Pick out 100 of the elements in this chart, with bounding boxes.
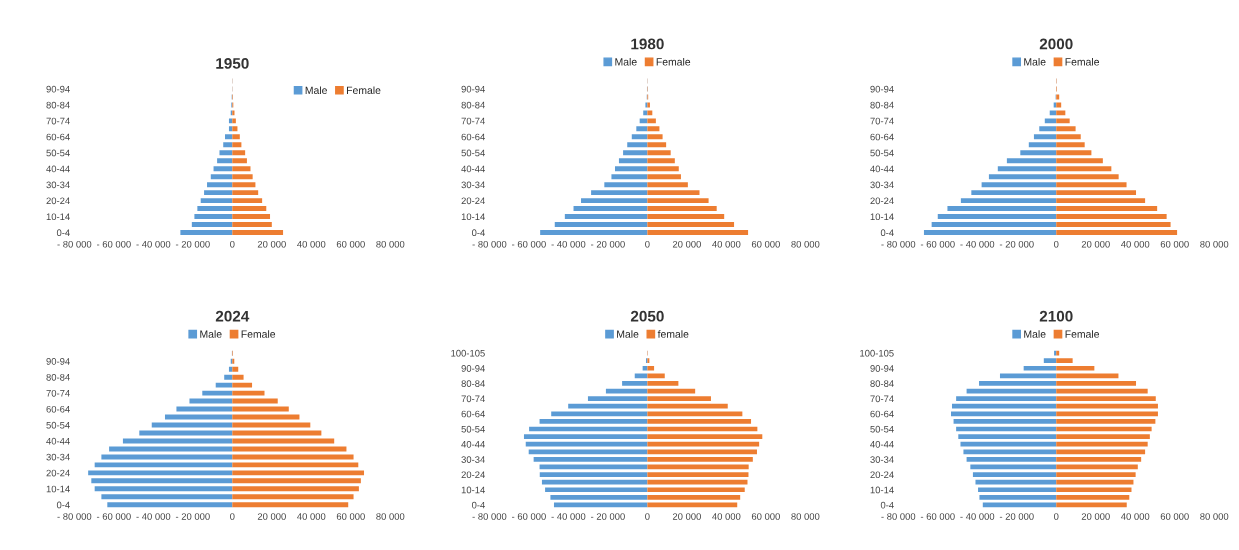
x-tick-label: 60 000 bbox=[1160, 513, 1189, 520]
legend-label: female bbox=[657, 330, 689, 338]
x-tick-label: - 80 000 bbox=[472, 513, 507, 520]
x-tick-label: 0 bbox=[645, 240, 650, 248]
chart-title: 2024 bbox=[215, 310, 250, 322]
y-tick-label: 10-14 bbox=[46, 213, 70, 221]
y-tick-label: 0-4 bbox=[56, 229, 70, 237]
y-tick-label: 50-54 bbox=[870, 425, 894, 433]
y-tick-label: 80-84 bbox=[461, 101, 485, 109]
y-tick-label: 10-14 bbox=[461, 213, 485, 221]
legend-label: Male bbox=[1024, 57, 1046, 66]
chart-title: 2050 bbox=[630, 310, 664, 322]
y-tick-label: 90-94 bbox=[461, 365, 485, 372]
y-tick-label: 90-94 bbox=[870, 365, 894, 372]
x-tick-label: 0 bbox=[1053, 240, 1059, 248]
y-tick-label: 70-74 bbox=[870, 395, 894, 403]
y-tick-label: 50-54 bbox=[461, 425, 485, 433]
y-tick-label: 80-84 bbox=[46, 373, 70, 381]
chart-title: 2100 bbox=[1039, 310, 1073, 322]
x-tick-label: 20 000 bbox=[672, 513, 701, 520]
y-tick-label: 60-64 bbox=[461, 133, 485, 141]
y-tick-label: 90-94 bbox=[461, 85, 485, 93]
x-tick-label: 0 bbox=[230, 513, 235, 520]
chart-title: 1950 bbox=[216, 58, 249, 69]
x-tick-label: 0 bbox=[1053, 513, 1059, 520]
legend-label: Female bbox=[656, 57, 691, 66]
legend-label: Male bbox=[617, 330, 639, 338]
x-tick-label: - 60 000 bbox=[96, 240, 131, 248]
x-tick-label: 40 000 bbox=[1121, 240, 1150, 248]
y-tick-label: 10-14 bbox=[870, 213, 894, 221]
x-tick-label: - 60 000 bbox=[96, 513, 131, 520]
y-tick-label: 0-4 bbox=[471, 501, 485, 509]
y-tick-label: 20-24 bbox=[461, 471, 485, 479]
x-tick-label: 80 000 bbox=[376, 513, 405, 520]
x-tick-label: 20 000 bbox=[257, 513, 286, 520]
y-tick-label: 40-44 bbox=[46, 165, 70, 173]
y-tick-label: 30-34 bbox=[46, 181, 70, 189]
y-tick-label: 20-24 bbox=[461, 197, 485, 205]
x-tick-label: - 80 000 bbox=[57, 513, 92, 520]
x-tick-label: - 60 000 bbox=[511, 513, 546, 520]
x-tick-label: - 80 000 bbox=[472, 240, 507, 248]
y-tick-label: 80-84 bbox=[870, 380, 894, 387]
x-tick-label: 60 000 bbox=[751, 240, 780, 248]
x-tick-label: - 40 000 bbox=[551, 240, 586, 248]
x-tick-label: - 40 000 bbox=[136, 240, 171, 248]
legend-label: Female bbox=[347, 86, 381, 95]
x-tick-label: - 40 000 bbox=[960, 240, 995, 248]
x-tick-label: - 20 000 bbox=[590, 240, 625, 248]
y-tick-label: 80-84 bbox=[46, 101, 70, 109]
y-tick-label: 60-64 bbox=[46, 133, 70, 141]
x-tick-label: - 60 000 bbox=[920, 513, 955, 520]
y-tick-label: 80-84 bbox=[461, 380, 485, 387]
x-tick-label: - 40 000 bbox=[960, 513, 995, 520]
x-tick-label: 20 000 bbox=[257, 240, 286, 248]
x-tick-label: 40 000 bbox=[297, 240, 326, 248]
y-tick-label: 20-24 bbox=[46, 197, 70, 205]
legend-label: Male bbox=[1024, 330, 1046, 338]
y-tick-label: 60-64 bbox=[46, 405, 70, 413]
y-tick-label: 30-34 bbox=[870, 181, 894, 189]
y-tick-label: 70-74 bbox=[461, 117, 485, 125]
y-tick-label: 60-64 bbox=[870, 133, 894, 141]
y-tick-label: 10-14 bbox=[461, 486, 485, 494]
x-tick-label: 40 000 bbox=[1121, 513, 1150, 520]
x-tick-label: 80 000 bbox=[1200, 513, 1229, 520]
y-tick-label: 50-54 bbox=[46, 149, 70, 157]
x-tick-label: - 80 000 bbox=[57, 240, 92, 248]
x-tick-label: 60 000 bbox=[1160, 240, 1189, 248]
y-tick-label: 0-4 bbox=[471, 229, 485, 237]
x-tick-label: 40 000 bbox=[712, 240, 741, 248]
legend-label: Female bbox=[241, 330, 276, 338]
x-tick-label: - 80 000 bbox=[881, 513, 916, 520]
y-tick-label: 0-4 bbox=[880, 229, 894, 237]
x-tick-label: - 40 000 bbox=[551, 513, 586, 520]
y-tick-label: 70-74 bbox=[461, 395, 485, 403]
y-tick-label: 0-4 bbox=[56, 501, 70, 509]
x-tick-label: 20 000 bbox=[672, 240, 701, 248]
y-tick-label: 70-74 bbox=[870, 117, 894, 125]
y-tick-label: 70-74 bbox=[46, 389, 70, 397]
y-tick-label: 30-34 bbox=[46, 453, 70, 461]
y-tick-label: 100-105 bbox=[860, 349, 894, 357]
x-tick-label: - 60 000 bbox=[511, 240, 546, 248]
x-tick-label: - 40 000 bbox=[136, 513, 171, 520]
y-tick-label: 100-105 bbox=[451, 349, 485, 357]
y-tick-label: 50-54 bbox=[46, 421, 70, 429]
y-tick-label: 20-24 bbox=[870, 471, 894, 479]
chart-title: 2000 bbox=[1039, 38, 1073, 50]
y-tick-label: 60-64 bbox=[870, 410, 894, 418]
x-tick-label: 60 000 bbox=[751, 513, 780, 520]
x-tick-label: 80 000 bbox=[376, 240, 405, 248]
x-tick-label: - 20 000 bbox=[999, 240, 1034, 248]
y-tick-label: 30-34 bbox=[461, 456, 485, 463]
x-tick-label: 20 000 bbox=[1081, 240, 1110, 248]
y-tick-label: 90-94 bbox=[46, 358, 70, 365]
x-tick-label: 80 000 bbox=[791, 513, 820, 520]
x-tick-label: - 20 000 bbox=[175, 240, 210, 248]
chart-title: 1980 bbox=[631, 38, 664, 50]
x-tick-label: - 60 000 bbox=[920, 240, 955, 248]
y-tick-label: 60-64 bbox=[461, 410, 485, 418]
y-tick-label: 20-24 bbox=[46, 469, 70, 477]
y-tick-label: 10-14 bbox=[46, 485, 70, 493]
